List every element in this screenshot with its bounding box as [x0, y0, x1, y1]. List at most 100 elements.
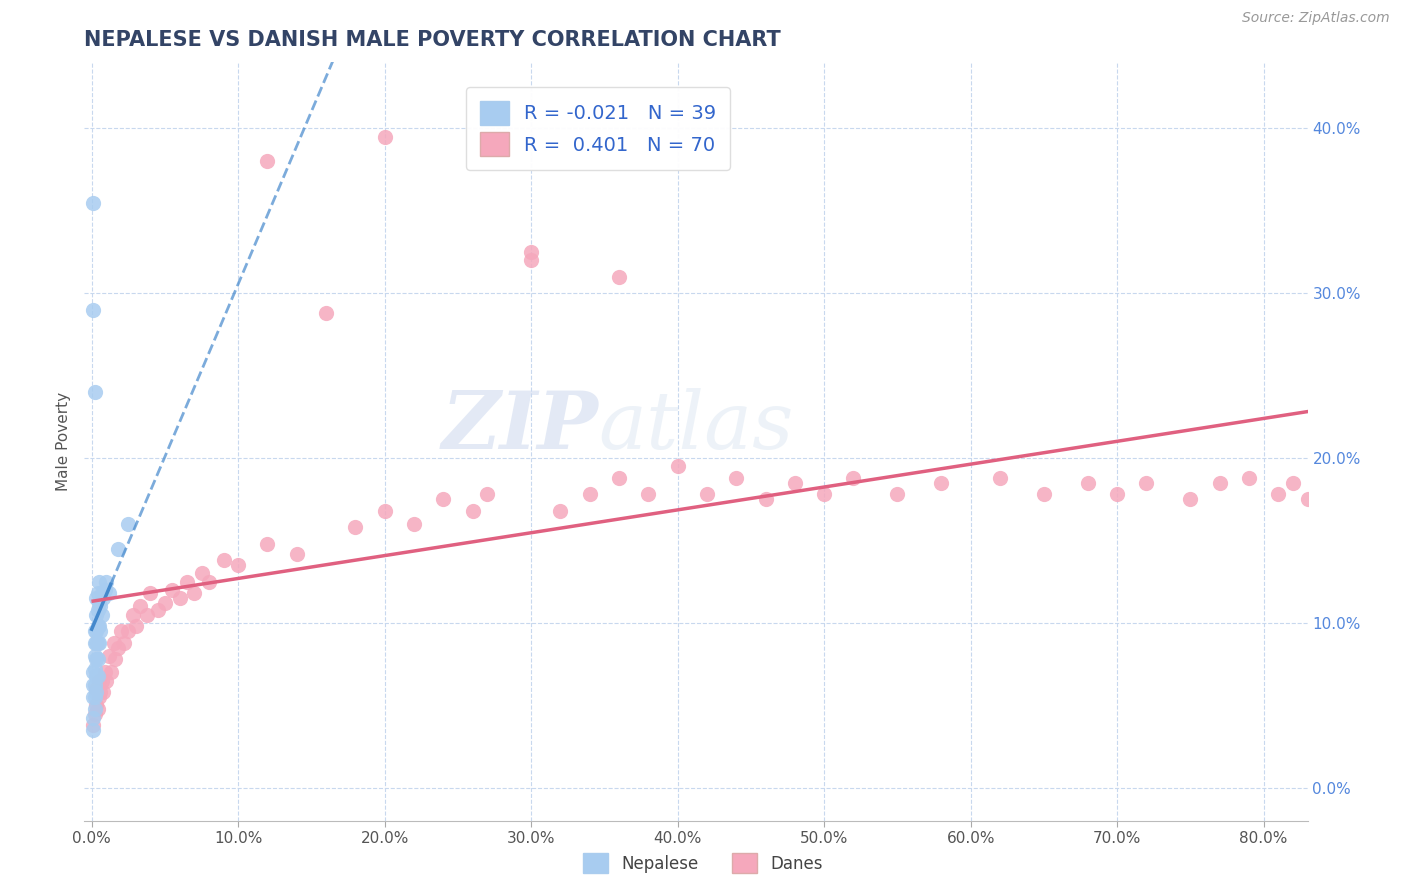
Point: [477, 487, 499, 501]
Point: [87, 574, 110, 589]
Point: [117, 624, 139, 639]
Point: [578, 487, 600, 501]
Point: [82, 723, 104, 737]
Point: [107, 541, 129, 556]
Point: [783, 475, 806, 490]
Point: [842, 471, 865, 485]
Point: [285, 547, 308, 561]
Point: [84, 652, 107, 666]
Point: [432, 492, 454, 507]
Point: [96, 673, 118, 688]
Point: [84, 591, 107, 606]
Point: [402, 516, 425, 531]
Point: [1310, 471, 1333, 485]
Point: [1107, 487, 1129, 501]
Point: [520, 253, 543, 268]
Point: [84, 624, 107, 639]
Point: [136, 607, 159, 622]
Point: [666, 459, 689, 474]
Y-axis label: Male Poverty: Male Poverty: [56, 392, 72, 491]
Point: [83, 701, 105, 715]
Point: [104, 652, 127, 666]
Point: [162, 582, 184, 597]
Point: [607, 471, 630, 485]
Point: [931, 475, 953, 490]
Text: Source: ZipAtlas.com: Source: ZipAtlas.com: [1241, 12, 1389, 25]
Point: [374, 504, 396, 518]
Point: [83, 385, 105, 400]
Point: [94, 665, 117, 680]
Point: [117, 516, 139, 531]
Point: [82, 678, 104, 692]
Point: [103, 635, 125, 649]
Point: [86, 602, 108, 616]
Point: [813, 487, 835, 501]
Point: [1296, 492, 1319, 507]
Point: [374, 129, 396, 144]
Point: [315, 306, 337, 320]
Text: atlas: atlas: [598, 388, 793, 465]
Legend: R = -0.021   N = 39, R =  0.401   N = 70: R = -0.021 N = 39, R = 0.401 N = 70: [465, 87, 730, 169]
Point: [637, 487, 659, 501]
Point: [94, 582, 117, 597]
Point: [83, 706, 105, 721]
Point: [83, 624, 105, 639]
Point: [82, 302, 104, 317]
Point: [82, 690, 104, 704]
Point: [190, 566, 212, 581]
Point: [87, 596, 110, 610]
Point: [86, 619, 108, 633]
Point: [87, 635, 110, 649]
Point: [82, 711, 104, 725]
Point: [82, 665, 104, 680]
Point: [176, 574, 198, 589]
Point: [82, 195, 104, 210]
Point: [83, 690, 105, 704]
Legend: Nepalese, Danes: Nepalese, Danes: [583, 853, 823, 873]
Point: [169, 591, 191, 606]
Point: [84, 668, 107, 682]
Point: [1237, 471, 1260, 485]
Point: [87, 690, 110, 704]
Point: [98, 648, 121, 663]
Point: [84, 681, 107, 696]
Point: [124, 619, 146, 633]
Point: [96, 574, 118, 589]
Point: [98, 586, 121, 600]
Point: [100, 665, 122, 680]
Point: [256, 537, 278, 551]
Point: [93, 685, 115, 699]
Point: [1267, 487, 1289, 501]
Point: [84, 698, 107, 713]
Point: [86, 586, 108, 600]
Point: [1135, 475, 1157, 490]
Point: [129, 599, 152, 614]
Point: [84, 607, 107, 622]
Point: [89, 624, 111, 639]
Point: [198, 574, 221, 589]
Point: [83, 678, 105, 692]
Point: [886, 487, 908, 501]
Point: [121, 607, 143, 622]
Point: [91, 586, 114, 600]
Point: [344, 520, 367, 534]
Point: [1282, 475, 1305, 490]
Text: ZIP: ZIP: [441, 388, 598, 465]
Point: [146, 602, 169, 616]
Point: [110, 624, 132, 639]
Point: [89, 599, 111, 614]
Text: NEPALESE VS DANISH MALE POVERTY CORRELATION CHART: NEPALESE VS DANISH MALE POVERTY CORRELAT…: [84, 29, 782, 50]
Point: [91, 607, 114, 622]
Point: [153, 596, 176, 610]
Point: [84, 635, 107, 649]
Point: [86, 635, 108, 649]
Point: [988, 471, 1011, 485]
Point: [87, 673, 110, 688]
Point: [89, 685, 111, 699]
Point: [725, 471, 748, 485]
Point: [86, 652, 108, 666]
Point: [82, 718, 104, 732]
Point: [86, 701, 108, 715]
Point: [461, 504, 484, 518]
Point: [754, 492, 776, 507]
